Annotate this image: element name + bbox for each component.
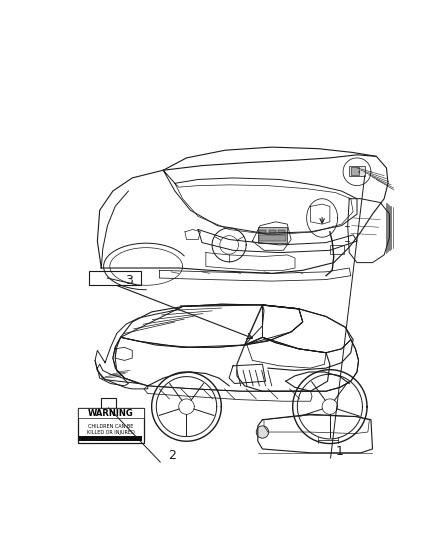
- Text: 1: 1: [336, 445, 344, 458]
- Text: 3: 3: [126, 274, 133, 287]
- Text: BY PASSENGER AIR BAG: BY PASSENGER AIR BAG: [81, 437, 140, 442]
- Bar: [258, 227, 287, 243]
- Bar: [330, 245, 344, 254]
- Text: WARNING: WARNING: [88, 409, 134, 418]
- Bar: [79, 437, 142, 441]
- Bar: [78, 408, 144, 418]
- Bar: [259, 235, 286, 241]
- Bar: [101, 398, 116, 408]
- Bar: [278, 230, 285, 233]
- Text: KILLED OR INJURED: KILLED OR INJURED: [87, 430, 135, 435]
- Bar: [88, 271, 141, 285]
- Text: 2: 2: [168, 449, 176, 463]
- Bar: [351, 167, 359, 175]
- Bar: [349, 166, 365, 176]
- Text: a: a: [357, 169, 360, 174]
- Bar: [78, 408, 144, 443]
- Bar: [259, 230, 266, 233]
- Text: CHILDREN CAN BE: CHILDREN CAN BE: [88, 424, 134, 429]
- Bar: [268, 230, 276, 233]
- Circle shape: [256, 426, 268, 438]
